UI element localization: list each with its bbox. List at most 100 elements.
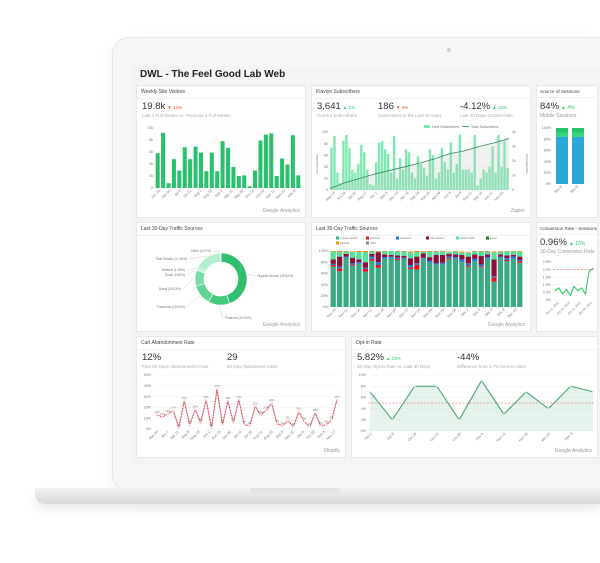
stacked-segment <box>497 256 504 258</box>
x-tick-label: Jun 3 <box>443 191 452 200</box>
stacked-segment <box>330 263 336 265</box>
stat-value: -4.12% <box>460 101 491 112</box>
stacked-segment <box>414 256 420 264</box>
stacked-segment <box>459 252 465 255</box>
stacked-segment <box>382 258 388 307</box>
y-tick-label: 100% <box>542 126 552 130</box>
x-tick-label: Nov 3 <box>317 430 326 439</box>
bar <box>258 140 263 188</box>
donut-panel[interactable]: Last 30-Day Traffic Sources Organic Sear… <box>136 222 306 332</box>
data-point <box>330 419 333 422</box>
bar <box>440 148 444 190</box>
stacked-segment <box>369 253 375 257</box>
data-label: 13% <box>154 410 160 414</box>
stacked-segment <box>478 256 484 265</box>
stacked-segment <box>382 254 388 258</box>
data-label: 8% <box>330 415 334 419</box>
cart-line-chart: 0%10%20%30%40%50%13%11%14%17%1%26%4%18%6… <box>144 373 341 441</box>
bar <box>280 158 285 188</box>
stacked-segment <box>349 264 356 266</box>
y-tick-label: 40% <box>544 160 552 164</box>
donut-slice <box>220 252 222 263</box>
stacked-segment <box>349 257 356 264</box>
sessions-panel[interactable]: Source of Sessions 84% ▲ 4% Mobile Session… <box>536 85 598 218</box>
data-point <box>155 413 159 417</box>
data-point <box>166 412 170 416</box>
y-tick-label: 0.5% <box>543 291 552 295</box>
stacked-segment <box>369 256 375 259</box>
stacked-segment <box>337 268 343 272</box>
x-tick-label: Jul 28 <box>243 430 253 440</box>
conversion-panel[interactable]: Conversion Rate - Sessions 0.96% ▲ 10% 30-… <box>536 222 598 332</box>
data-label: 27% <box>236 395 242 399</box>
leader-line <box>186 295 200 308</box>
stacked-segment <box>356 251 362 253</box>
stacked-segment <box>465 252 471 253</box>
bar <box>384 149 387 190</box>
bar <box>155 153 160 188</box>
stacked-segment <box>472 251 478 255</box>
data-label: 27% <box>203 395 209 399</box>
data-point <box>391 418 394 421</box>
data-point <box>237 398 241 402</box>
legend-swatch <box>396 236 399 240</box>
stacked-segment <box>337 271 343 307</box>
legend-swatch <box>336 241 339 245</box>
stacked-segment <box>433 251 439 255</box>
stacked-segment <box>491 277 497 282</box>
laptop-notch <box>250 488 340 493</box>
bar <box>485 172 488 190</box>
abandonment-line <box>156 388 338 429</box>
stacked-segment <box>330 266 336 307</box>
y-axis-label: New Subscribers <box>315 153 319 173</box>
stat-value: -44% <box>457 352 480 363</box>
y-tick-label: 0% <box>546 298 552 302</box>
bar <box>425 175 429 190</box>
stat-value: 29 <box>227 352 238 363</box>
stat-label: Mobile Sessions <box>540 113 577 119</box>
stacked-segment <box>556 136 568 184</box>
stat-value: 5.82% <box>357 352 384 363</box>
cart-abandonment-panel[interactable]: Cart Abandonment Rate 12% Past 60 Days Ab… <box>136 336 346 458</box>
legend-label: New Subscribers <box>432 125 459 129</box>
stacked-segment <box>427 251 433 258</box>
data-label: 18% <box>193 405 199 409</box>
legend-label: Pinterest <box>370 236 381 240</box>
legend-swatch <box>456 236 459 240</box>
stacked-segment <box>394 251 401 256</box>
stacked-segment <box>427 260 433 263</box>
y-tick-label: 30% <box>144 395 152 399</box>
panel-title: Last 30-Day Traffic Sources <box>137 223 305 236</box>
x-tick-label: Nov 12 <box>496 432 507 443</box>
bar <box>494 172 497 190</box>
weekly-visitors-panel[interactable]: Weekly Site Visitors 19.8k ▼ 23% Last 4 Fu… <box>136 85 306 218</box>
optin-panel[interactable]: Opt-in Rate 5.82% ▲ 23% 30-Day Opt-in Rate… <box>351 336 598 458</box>
stacked-segment <box>349 265 356 307</box>
bar <box>446 169 450 190</box>
stacked-segment <box>485 258 491 307</box>
stacked-segment <box>330 259 336 264</box>
stacked-segment <box>407 267 414 269</box>
bar <box>482 169 485 190</box>
bar <box>360 144 363 190</box>
x-tick-label: Jun 16 <box>211 430 221 440</box>
x-tick-label: Sep 8 <box>553 185 562 194</box>
klaviyo-panel[interactable]: Klaviyo Subscribers 3,641 ▲ 1% Current Sub… <box>311 85 531 218</box>
legend-label: Other <box>370 241 377 245</box>
bar <box>269 133 274 188</box>
stacked-segment <box>382 257 388 259</box>
stacked-segment <box>388 251 394 255</box>
y-tick-label: 20% <box>321 294 329 298</box>
stat-delta: ▼ 4% <box>395 105 409 110</box>
traffic-sources-panel[interactable]: Last 30-Day Traffic Sources Organic Sear… <box>311 222 531 332</box>
legend-label: Organic Search <box>340 236 359 240</box>
bar <box>231 167 236 188</box>
stat-label: Current Subscribers <box>317 113 358 118</box>
x-tick-label: Apr 29 <box>431 191 441 201</box>
slice-label: Pinterest (13.63%) <box>225 316 251 320</box>
bar <box>381 141 384 190</box>
stacked-segment <box>394 258 401 260</box>
stacked-segment <box>337 251 343 253</box>
stacked-segment <box>394 255 401 258</box>
bar <box>503 140 506 190</box>
